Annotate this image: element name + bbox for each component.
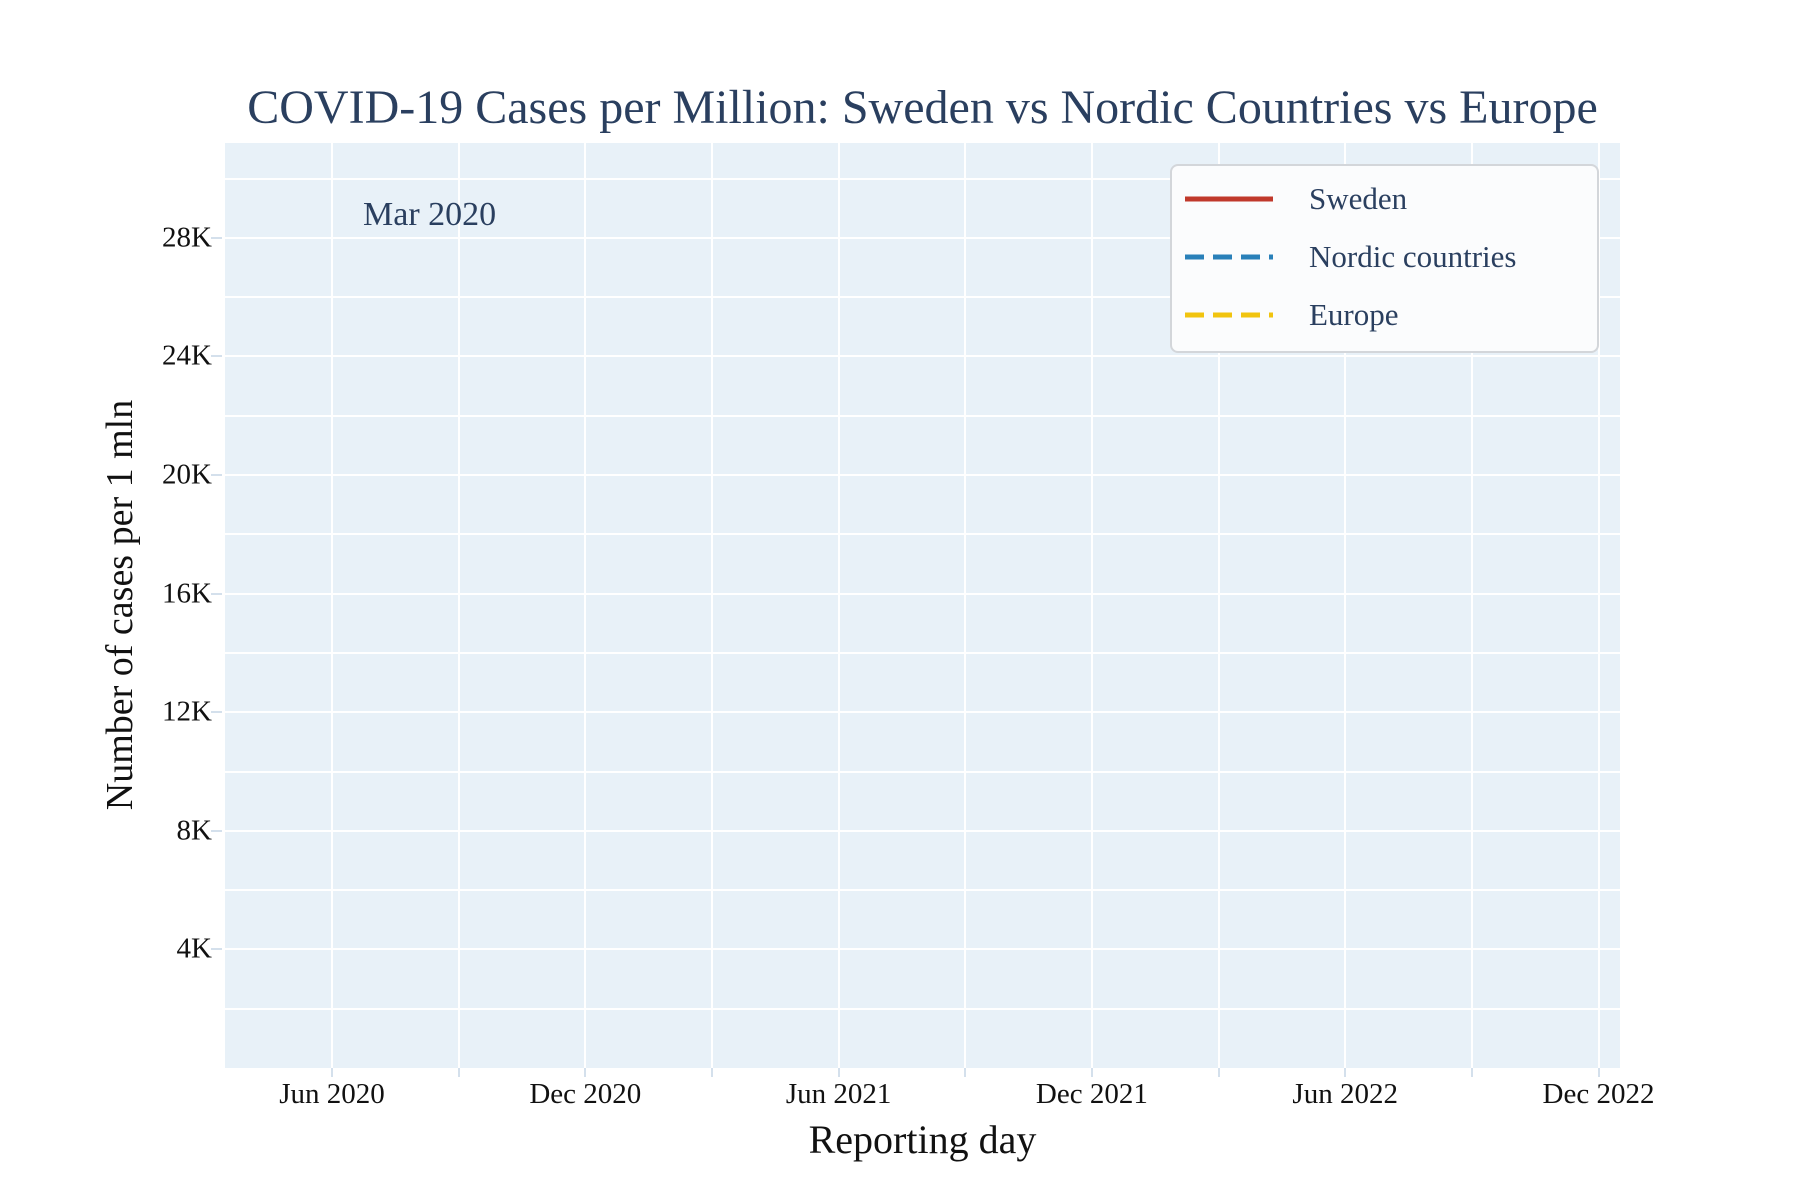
- y-tick-label: 28K: [162, 221, 212, 254]
- x-tick-mark: [964, 1068, 967, 1077]
- chart-title: COVID-19 Cases per Million: Sweden vs No…: [247, 81, 1598, 134]
- x-gridline: [837, 143, 840, 1068]
- y-tick-label: 8K: [176, 814, 212, 847]
- y-tick-label: 20K: [162, 458, 212, 491]
- x-tick-label: Jun 2020: [279, 1078, 385, 1110]
- y-gridline: [225, 651, 1620, 654]
- x-tick-label: Jun 2022: [1292, 1078, 1398, 1110]
- y-axis-title: Number of cases per 1 mln: [99, 399, 141, 811]
- y-gridline: [225, 533, 1620, 536]
- x-tick-label: Dec 2021: [1035, 1078, 1148, 1110]
- x-gridline: [1217, 143, 1220, 1068]
- y-tick-mark: [211, 948, 222, 951]
- x-tick-mark: [710, 1068, 713, 1077]
- y-tick-mark: [211, 592, 222, 595]
- x-tick-mark: [1470, 1068, 1473, 1077]
- y-gridline: [225, 474, 1620, 477]
- x-tick-mark: [1217, 1068, 1220, 1077]
- y-gridline: [225, 414, 1620, 417]
- x-gridline: [964, 143, 967, 1068]
- x-gridline: [1090, 143, 1093, 1068]
- y-gridline: [225, 355, 1620, 358]
- y-tick-label: 4K: [176, 932, 212, 965]
- x-tick-mark: [584, 1068, 587, 1077]
- x-tick-mark: [1597, 1068, 1600, 1077]
- legend-item-sweden[interactable]: Sweden: [1172, 170, 1597, 228]
- legend-line-sample: [1185, 312, 1273, 318]
- animation-frame-label: Mar 2020: [363, 196, 497, 233]
- legend-line-sample: [1185, 196, 1273, 202]
- y-gridline: [225, 711, 1620, 714]
- y-tick-mark: [211, 474, 222, 477]
- x-axis-title: Reporting day: [808, 1117, 1037, 1162]
- y-gridline: [225, 770, 1620, 773]
- legend: Sweden Nordic countries Europe: [1170, 164, 1599, 353]
- x-tick-label: Dec 2022: [1542, 1078, 1655, 1110]
- y-gridline: [225, 829, 1620, 832]
- x-gridline: [710, 143, 713, 1068]
- y-gridline: [225, 948, 1620, 951]
- legend-label: Nordic countries: [1309, 239, 1517, 274]
- y-tick-mark: [211, 355, 222, 358]
- legend-line-sample: [1185, 254, 1273, 260]
- x-gridline: [1344, 143, 1347, 1068]
- x-tick-mark: [1090, 1068, 1093, 1077]
- legend-item-europe[interactable]: Europe: [1172, 286, 1597, 344]
- y-gridline: [225, 889, 1620, 892]
- x-tick-mark: [457, 1068, 460, 1077]
- legend-item-nordic-countries[interactable]: Nordic countries: [1172, 228, 1597, 286]
- y-gridline: [225, 236, 1620, 239]
- y-gridline: [225, 177, 1620, 180]
- y-tick-label: 12K: [162, 695, 212, 728]
- y-tick-label: 24K: [162, 339, 212, 372]
- y-gridline: [225, 1007, 1620, 1010]
- x-gridline: [584, 143, 587, 1068]
- legend-label: Europe: [1309, 297, 1399, 332]
- x-tick-label: Jun 2021: [785, 1078, 892, 1110]
- y-gridline: [225, 592, 1620, 595]
- x-tick-label: Dec 2020: [529, 1078, 642, 1110]
- y-gridline: [225, 296, 1620, 299]
- legend-label: Sweden: [1309, 181, 1408, 216]
- y-tick-mark: [211, 236, 222, 239]
- x-gridline: [457, 143, 460, 1068]
- x-tick-mark: [837, 1068, 840, 1077]
- x-tick-mark: [1344, 1068, 1347, 1077]
- x-gridline: [1470, 143, 1473, 1068]
- y-tick-label: 16K: [162, 577, 212, 610]
- y-tick-mark: [211, 829, 222, 832]
- x-gridline: [331, 143, 333, 1068]
- x-gridline: [1597, 143, 1600, 1068]
- y-tick-mark: [211, 711, 222, 714]
- x-tick-mark: [331, 1068, 333, 1077]
